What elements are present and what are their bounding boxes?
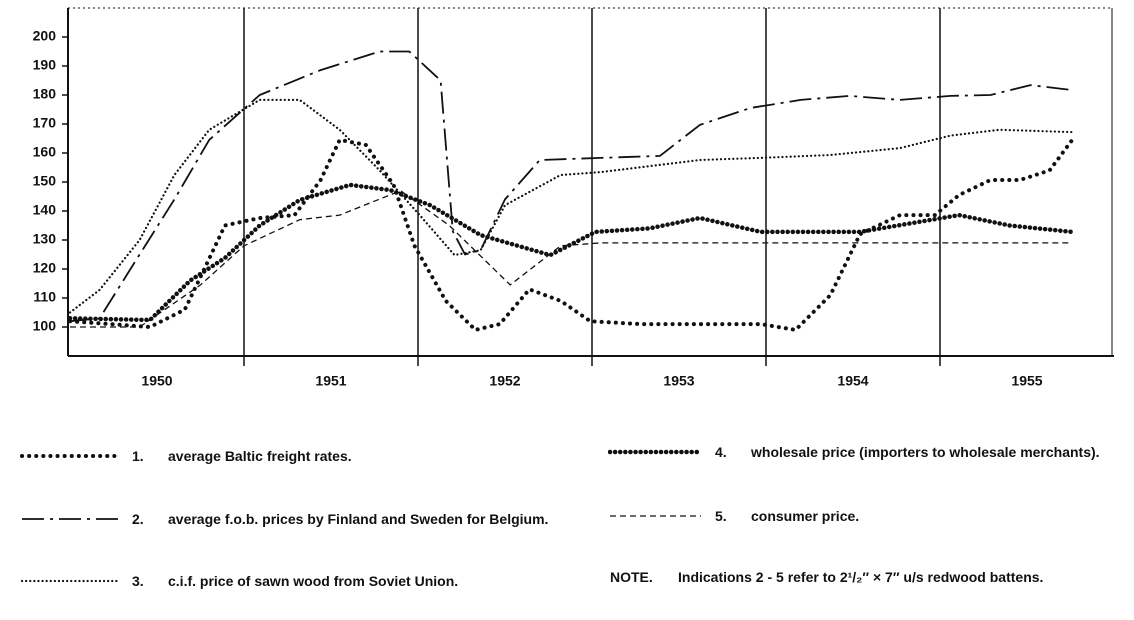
legend-label: wholesale price (importers to wholesale … — [751, 444, 1100, 460]
legend-symbol — [20, 579, 120, 583]
legend-symbol — [608, 449, 703, 455]
legend-symbol — [610, 515, 701, 517]
x-tick-label: 1950 — [141, 373, 172, 389]
legend-number: 5. — [715, 508, 727, 524]
x-tick-label: 1952 — [489, 373, 520, 389]
series-line — [69, 50, 1073, 323]
x-tick-label: 1953 — [663, 373, 694, 389]
legend-label: consumer price. — [751, 508, 860, 524]
y-tick-label: 130 — [33, 231, 57, 247]
note-label: NOTE. — [610, 569, 653, 585]
x-tick-label: 1955 — [1011, 373, 1042, 389]
series-line — [68, 137, 1075, 332]
legend-label: c.i.f. price of sawn wood from Soviet Un… — [168, 573, 459, 589]
legend-label: average Baltic freight rates. — [168, 448, 352, 464]
series-line — [70, 190, 1073, 328]
y-tick-label: 200 — [33, 28, 57, 44]
y-tick-label: 100 — [33, 318, 57, 334]
series-line — [68, 98, 1074, 314]
legend-number: 4. — [715, 444, 727, 460]
legend-number: 1. — [132, 448, 144, 464]
y-tick-label: 190 — [33, 57, 57, 73]
legend-symbol — [20, 454, 120, 458]
y-tick-label: 120 — [33, 260, 57, 276]
y-tick-label: 180 — [33, 86, 57, 102]
y-tick-label: 170 — [33, 115, 57, 131]
y-tick-label: 140 — [33, 202, 57, 218]
x-tick-label: 1951 — [315, 373, 346, 389]
legend-label: average f.o.b. prices by Finland and Swe… — [168, 511, 549, 527]
y-tick-label: 160 — [33, 144, 57, 160]
note-text: Indications 2 - 5 refer to 2¹/₂″ × 7″ u/… — [678, 569, 1044, 585]
series-line — [67, 182, 1075, 323]
y-tick-label: 150 — [33, 173, 57, 189]
legend-number: 2. — [132, 511, 144, 527]
x-tick-label: 1954 — [837, 373, 868, 389]
y-tick-label: 110 — [33, 289, 56, 305]
legend-symbol — [22, 518, 118, 520]
chart: 100 110 120 130 140 150 160 170 180 190 200 1950 195… — [33, 7, 1114, 389]
legend-number: 3. — [132, 573, 144, 589]
